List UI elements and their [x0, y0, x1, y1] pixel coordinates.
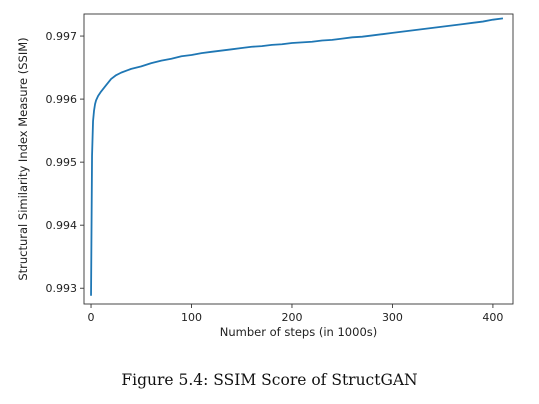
- ssim-series-line: [90, 17, 504, 296]
- y-tick-label: 0.997: [46, 30, 78, 43]
- x-tick-label: 400: [482, 311, 503, 324]
- x-axis-label: Number of steps (in 1000s): [220, 325, 378, 339]
- y-tick-label: 0.996: [46, 93, 78, 106]
- ssim-line-chart: 0 100 200 300 400 0.993 0.994 0.995 0.996 0.997 Nu…: [16, 13, 514, 339]
- x-tick-label: 0: [88, 311, 95, 324]
- y-axis-label: Structural Similarity Index Measure (SSI…: [16, 37, 30, 280]
- x-tick-label: 100: [181, 311, 202, 324]
- x-tick-label: 200: [281, 311, 302, 324]
- y-tick-label: 0.995: [46, 156, 78, 169]
- axes-frame: [83, 13, 514, 305]
- x-tick-label: 300: [382, 311, 403, 324]
- plot-area: 0 100 200 300 400 0.993 0.994 0.995 0.996 0.997 Nu…: [16, 13, 514, 339]
- y-tick-label: 0.994: [46, 219, 78, 232]
- figure-caption: Figure 5.4: SSIM Score of StructGAN: [121, 371, 418, 389]
- y-tick-label: 0.993: [46, 282, 78, 295]
